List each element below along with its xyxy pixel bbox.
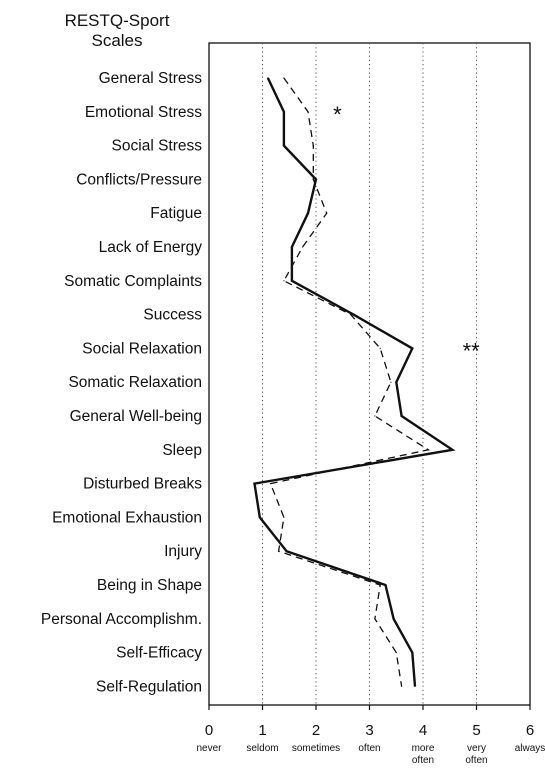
data-point (374, 415, 376, 417)
plot-frame (208, 42, 531, 706)
category-label: General Stress (99, 70, 203, 87)
category-label: Conflicts/Pressure (76, 171, 202, 188)
category-label: Success (143, 307, 202, 324)
data-point (259, 516, 261, 519)
category-label: Somatic Complaints (64, 273, 202, 290)
x-tick-label: 3 (365, 722, 373, 739)
category-label: Somatic Relaxation (68, 374, 202, 391)
data-point (414, 685, 416, 688)
series-line-dashed (269, 77, 430, 687)
category-label: Emotional Stress (85, 104, 202, 121)
data-point (395, 381, 397, 383)
data-point (427, 449, 429, 451)
data-point (307, 111, 309, 113)
category-label: Injury (164, 543, 202, 560)
significance-marker: * (333, 102, 342, 127)
data-point (379, 347, 381, 349)
category-label: Self-Regulation (96, 678, 202, 695)
data-point (253, 483, 256, 485)
data-point (285, 550, 288, 552)
x-tick-label: 4 (419, 722, 427, 739)
data-point (392, 618, 395, 620)
series-lines (253, 77, 456, 688)
data-point (302, 246, 304, 248)
data-point (350, 314, 352, 316)
category-labels: General Stress Emotional Stress Social Str… (41, 70, 202, 695)
category-label: Being in Shape (97, 577, 202, 594)
chart-title-line: Scales (91, 31, 142, 50)
category-label: Disturbed Breaks (83, 476, 202, 493)
data-point (384, 584, 387, 586)
data-point (326, 212, 328, 214)
category-label: Personal Accomplishm. (41, 611, 202, 628)
x-tick-word: often (358, 743, 380, 754)
x-tick-word: sometimes (292, 743, 340, 754)
data-point (401, 685, 403, 688)
x-tick-label: 0 (205, 722, 213, 739)
x-tick-label: 2 (312, 722, 320, 739)
category-label: Social Stress (112, 138, 203, 155)
data-point (277, 550, 280, 552)
data-point (267, 77, 269, 79)
data-point (283, 77, 285, 79)
x-tick-word: very (467, 743, 486, 754)
data-point (451, 449, 454, 451)
x-tick-label: 1 (258, 722, 266, 739)
x-tick-word: seldom (246, 743, 278, 754)
data-point (411, 347, 413, 349)
x-tick-word: often (412, 755, 434, 766)
chart-title-line: RESTQ-Sport (65, 11, 170, 30)
annotations: *** (333, 102, 480, 364)
data-point (379, 584, 381, 586)
data-point (352, 314, 355, 316)
x-tick-label: 6 (526, 722, 534, 739)
category-label: Fatigue (150, 205, 202, 222)
data-point (401, 415, 403, 417)
x-tick-word: never (196, 743, 222, 754)
data-point (291, 246, 293, 248)
x-axis-ticks: 0never1seldom2sometimes3often4moreoften5… (196, 705, 545, 766)
significance-marker: ** (463, 338, 481, 363)
category-label: Social Relaxation (82, 340, 202, 357)
category-label: Sleep (162, 442, 202, 459)
data-point (283, 111, 285, 113)
data-point (283, 145, 285, 147)
data-point (307, 212, 309, 214)
category-label: Lack of Energy (99, 239, 203, 256)
category-label: Self-Efficacy (116, 645, 202, 662)
x-tick-word: often (465, 755, 487, 766)
category-label: Emotional Exhaustion (52, 509, 202, 526)
data-point (395, 652, 397, 654)
data-point (315, 178, 317, 180)
data-point (312, 145, 314, 147)
data-point (374, 618, 376, 620)
x-tick-label: 5 (472, 722, 480, 739)
gridlines (262, 43, 477, 705)
data-point (283, 516, 285, 519)
category-label: General Well-being (70, 408, 202, 425)
data-point (390, 381, 392, 383)
data-point (291, 280, 293, 282)
x-tick-word: more (412, 743, 435, 754)
x-tick-word: always (515, 743, 545, 754)
data-point (411, 652, 413, 654)
data-point (283, 280, 285, 282)
data-point (269, 483, 272, 485)
data-point (312, 178, 314, 180)
